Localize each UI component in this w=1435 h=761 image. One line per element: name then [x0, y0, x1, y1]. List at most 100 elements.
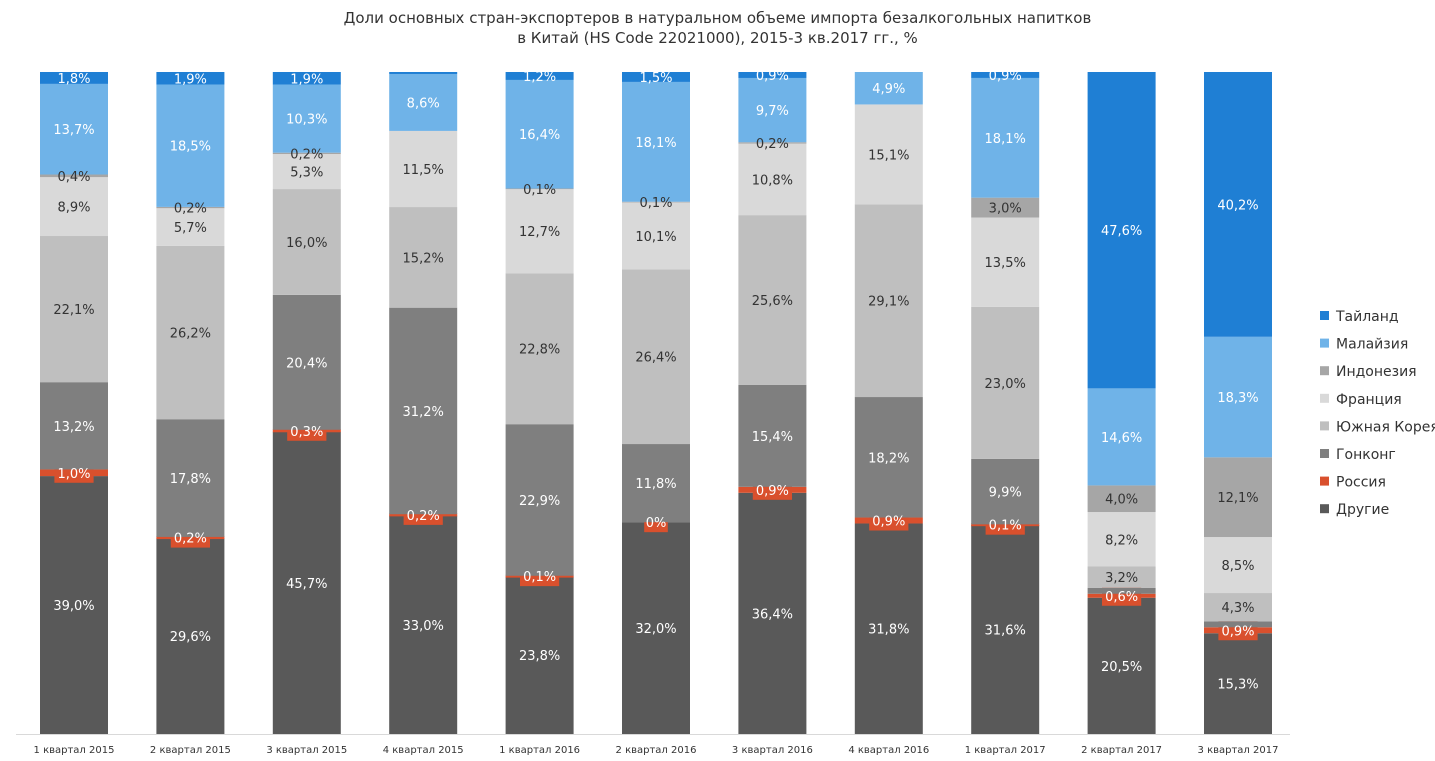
- bar-segment-другие: [971, 525, 1040, 734]
- bar-segment-малайзия: [1087, 388, 1156, 486]
- legend-swatch: [1320, 421, 1329, 431]
- bar-segment-южная-корея: [505, 273, 574, 425]
- bar-segment-малайзия: [1204, 336, 1272, 458]
- legend-item-другие: Другие: [1320, 502, 1389, 518]
- data-label: 16,0%: [286, 236, 327, 251]
- data-label: 9,7%: [756, 104, 789, 119]
- data-label: 36,4%: [752, 607, 793, 622]
- bar-segment-гонконг: [156, 419, 225, 537]
- data-label: 0,2%: [756, 137, 789, 152]
- legend-item-южная-корея: Южная Корея: [1320, 419, 1435, 435]
- data-label: 31,6%: [985, 624, 1026, 639]
- data-label: 0,9%: [1221, 624, 1254, 639]
- bar-segment-малайзия: [389, 73, 458, 131]
- data-label: 18,2%: [868, 451, 909, 466]
- chart-title: Доли основных стран-экспортеров в натура…: [0, 8, 1435, 48]
- legend-swatch: [1320, 338, 1329, 348]
- data-label: 0,2%: [174, 532, 207, 547]
- data-label: 18,5%: [170, 140, 211, 155]
- bar-segment-южная-корея: [622, 269, 690, 445]
- data-label: 22,8%: [519, 343, 560, 358]
- legend: Тайланд Малайзия Индонезия Франция Южная Кор…: [1320, 309, 1435, 518]
- bar-segment-малайзия: [156, 84, 225, 207]
- legend-swatch: [1320, 393, 1329, 403]
- data-label: 4,3%: [1221, 601, 1254, 616]
- bar-segment-франция: [854, 104, 923, 205]
- bar-segment-малайзия: [971, 77, 1040, 198]
- data-label: 8,2%: [1105, 533, 1138, 548]
- data-label: 15,2%: [403, 251, 444, 266]
- data-label: 0,9%: [872, 515, 905, 530]
- data-label: 0,1%: [989, 519, 1022, 534]
- legend-item-гонконг: Гонконг: [1320, 447, 1396, 463]
- data-label: 10,1%: [635, 230, 676, 245]
- bar-segment-индонезия: [738, 142, 807, 144]
- data-label: 12,1%: [1217, 491, 1258, 506]
- legend-label: Россия: [1336, 475, 1386, 491]
- data-label: 47,6%: [1101, 224, 1142, 239]
- bar-segment-другие: [40, 476, 108, 734]
- data-label: 1,9%: [290, 72, 323, 87]
- chart-title-line1: Доли основных стран-экспортеров в натура…: [343, 9, 1092, 27]
- bar-segment-индонезия: [1204, 457, 1272, 538]
- bar-segment-индонезия: [505, 188, 574, 190]
- data-label: 8,6%: [407, 96, 440, 111]
- bar-segment-тайланд: [272, 72, 341, 85]
- bar-segment-франция: [971, 217, 1040, 307]
- bar-segment-южная-корея: [389, 207, 458, 308]
- bar-segment-франция: [156, 208, 225, 246]
- legend-swatch: [1320, 449, 1329, 458]
- bar-segment-гонконг: [971, 458, 1040, 525]
- bar-segment-южная-корея: [738, 215, 807, 385]
- bar-segment-южная-корея: [272, 189, 341, 295]
- bar-segment-малайзия: [738, 77, 807, 143]
- bar-segment-южная-корея: [971, 306, 1040, 459]
- bar-segment-тайланд: [156, 72, 225, 85]
- bar-segment-тайланд: [40, 72, 108, 84]
- bar-segment-другие: [1204, 633, 1272, 734]
- bar-segment-другие: [738, 492, 807, 734]
- bar-segment-южная-корея: [156, 245, 225, 420]
- legend-label: Малайзия: [1336, 337, 1408, 353]
- data-label: 0,9%: [756, 69, 789, 84]
- bar-segment-гонконг: [854, 397, 923, 518]
- data-label: 1,2%: [523, 70, 556, 85]
- bar-segment-другие: [1087, 597, 1156, 734]
- x-tick-label: 3 квартал 2016: [732, 745, 813, 756]
- data-label: 0,2%: [407, 509, 440, 524]
- data-label: 40,2%: [1217, 198, 1258, 213]
- legend-item-франция: Франция: [1320, 392, 1402, 408]
- bar-segment-тайланд: [1087, 72, 1156, 389]
- bar-segment-индонезия: [272, 152, 341, 155]
- bar-segment-франция: [272, 154, 341, 190]
- bar-segment-другие: [389, 515, 458, 734]
- data-label: 0,2%: [174, 202, 207, 217]
- data-label: 10,3%: [286, 113, 327, 128]
- bar-segment-индонезия: [40, 174, 108, 178]
- legend-label: Тайланд: [1335, 309, 1399, 325]
- data-label: 17,8%: [170, 472, 211, 487]
- legend-swatch: [1320, 311, 1329, 320]
- data-label: 3,2%: [1105, 571, 1138, 586]
- legend-item-россия: Россия: [1320, 475, 1386, 491]
- data-label: 39,0%: [53, 599, 94, 614]
- x-tick-label: 2 квартал 2016: [616, 745, 697, 756]
- bar-segment-тайланд: [738, 72, 807, 78]
- data-label: 31,8%: [868, 623, 909, 638]
- bar-segment-франция: [40, 177, 108, 237]
- bar-segment-тайланд: [622, 72, 690, 82]
- bar-segment-гонконг: [1204, 621, 1272, 628]
- data-label: 12,7%: [519, 225, 560, 240]
- legend-swatch: [1320, 504, 1329, 514]
- data-label: 5,7%: [174, 221, 207, 236]
- data-label: 15,4%: [752, 430, 793, 445]
- bar-segment-гонконг: [622, 444, 690, 523]
- data-label: 0,4%: [57, 170, 90, 185]
- bar-segment-индонезия: [1087, 485, 1156, 513]
- legend-item-малайзия: Малайзия: [1320, 337, 1408, 353]
- data-label: 0,9%: [989, 69, 1022, 84]
- data-label: 18,3%: [1217, 391, 1258, 406]
- data-label: 0,6%: [1105, 590, 1138, 605]
- data-label: 5,3%: [290, 166, 323, 181]
